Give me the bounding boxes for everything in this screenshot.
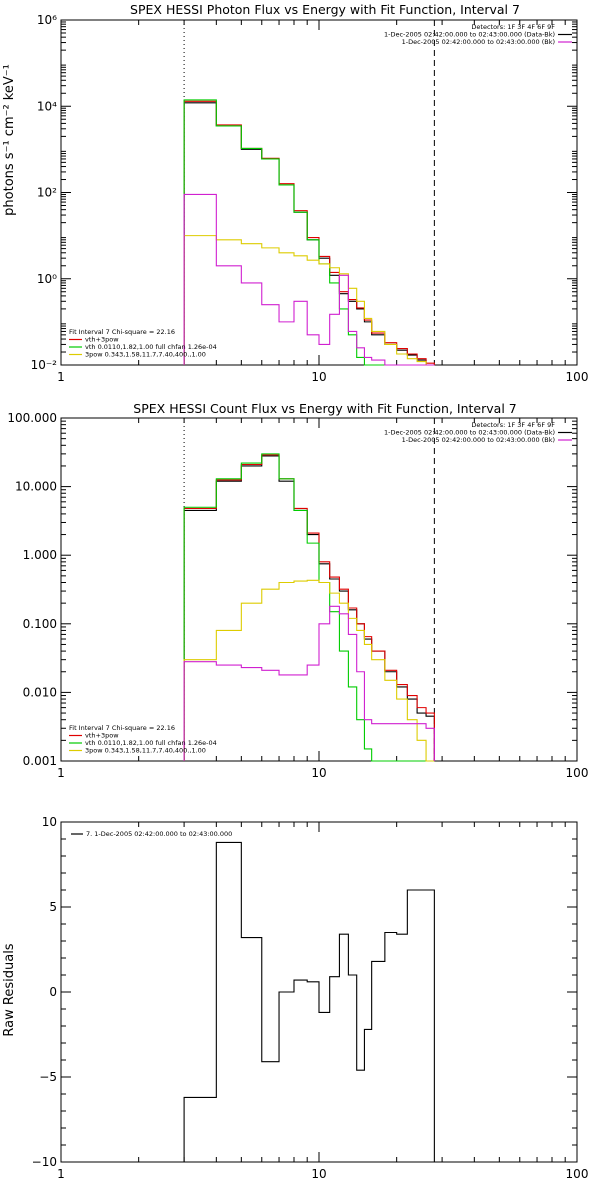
x-tick-label: 1 xyxy=(57,1167,65,1181)
plot-area xyxy=(60,19,578,366)
y-tick-label: 10² xyxy=(37,186,57,200)
x-tick-label: 1 xyxy=(57,370,65,384)
legend-entry-text: 1-Dec-2005 02:42:00.000 to 02:43:00.000 … xyxy=(384,429,555,437)
y-tick-label: −10 xyxy=(32,1155,57,1169)
x-tick-label: 100 xyxy=(566,1167,589,1181)
x-tick-label: 100 xyxy=(566,370,589,384)
y-tick-label: 0.100 xyxy=(23,617,57,631)
y-tick-label: 0 xyxy=(49,985,57,999)
y-tick-label: 10⁰ xyxy=(37,272,57,286)
count-flux-panel: SPEX HESSI Count Flux vs Energy with Fit… xyxy=(7,401,588,780)
data-series-line xyxy=(183,841,435,1162)
legend-entry-text: 3pow 0.343,1.58,11.7,7.40,400.,1.00 xyxy=(85,747,206,755)
data-series-line xyxy=(183,453,435,762)
legend-entry-text: vth+3pow xyxy=(85,732,119,740)
data-series-line xyxy=(183,235,435,366)
data-series-line xyxy=(183,100,435,365)
data-series-line xyxy=(183,579,435,762)
legend-entry-text: Detectors: 1F 3F 4F 6F 9F xyxy=(471,23,555,31)
x-tick-label: 100 xyxy=(566,766,589,780)
photon-flux-panel: SPEX HESSI Photon Flux vs Energy with Fi… xyxy=(2,2,588,384)
y-tick-label: 10⁶ xyxy=(37,13,57,27)
x-tick-label: 10 xyxy=(311,766,326,780)
legend-entry-text: Fit Interval 7 Chi-square = 22.16 xyxy=(69,724,175,732)
legend-entry-text: 1-Dec-2005 02:42:00.000 to 02:43:00.000 … xyxy=(384,31,555,39)
legend-entry-text: 3pow 0.343,1.58,11.7,7.40,400.,1.00 xyxy=(85,351,206,359)
data-series-line xyxy=(183,455,435,761)
data-series-line xyxy=(183,605,435,761)
data-series-line xyxy=(183,99,435,366)
data-series-line xyxy=(183,454,435,761)
legend-entry-text: vth+3pow xyxy=(85,336,119,344)
legend-entry-text: Detectors: 1F 3F 4F 6F 9F xyxy=(471,421,555,429)
legend-entry-text: 1-Dec-2005 02:42:00.000 to 02:43:00.000 … xyxy=(402,38,555,46)
y-tick-label: 10⁻² xyxy=(31,358,58,372)
y-tick-label: 10⁴ xyxy=(37,99,57,113)
legend-entry-text: 7. 1-Dec-2005 02:42:00.000 to 02:43:00.0… xyxy=(86,830,232,838)
legend-entry-text: Fit Interval 7 Chi-square = 22.16 xyxy=(69,328,175,336)
y-axis-label: photons s⁻¹ cm⁻² keV⁻¹ xyxy=(2,64,17,216)
data-series-line xyxy=(183,102,435,366)
y-tick-label: 1.000 xyxy=(23,548,57,562)
legend-entry-text: vth 0.0110,1.82,1.00 full chfan 1.26e-04 xyxy=(85,343,217,351)
y-tick-label: 0.001 xyxy=(23,754,57,768)
chart-title: SPEX HESSI Count Flux vs Energy with Fit… xyxy=(133,401,516,416)
y-tick-label: −5 xyxy=(39,1070,57,1084)
x-tick-label: 10 xyxy=(311,1167,326,1181)
legend-entry-text: vth 0.0110,1.82,1.00 full chfan 1.26e-04 xyxy=(85,739,217,747)
data-series-line xyxy=(183,193,435,366)
chart-title: SPEX HESSI Photon Flux vs Energy with Fi… xyxy=(130,2,520,17)
plot-area xyxy=(60,417,578,762)
x-tick-label: 10 xyxy=(311,370,326,384)
y-tick-label: 10 xyxy=(42,815,57,829)
y-tick-label: 100.000 xyxy=(7,411,57,425)
y-axis-label: Raw Residuals xyxy=(2,943,17,1036)
residuals-panel: Raw Residuals 1 10 100 −10 −5 0 5 10 7. 1-Dec-20… xyxy=(2,815,588,1181)
y-tick-label: 5 xyxy=(49,900,57,914)
y-tick-label: 10.000 xyxy=(15,480,57,494)
y-tick-label: 0.010 xyxy=(23,685,57,699)
legend-entry-text: 1-Dec-2005 02:42:00.000 to 02:43:00.000 … xyxy=(402,436,555,444)
x-tick-label: 1 xyxy=(57,766,65,780)
